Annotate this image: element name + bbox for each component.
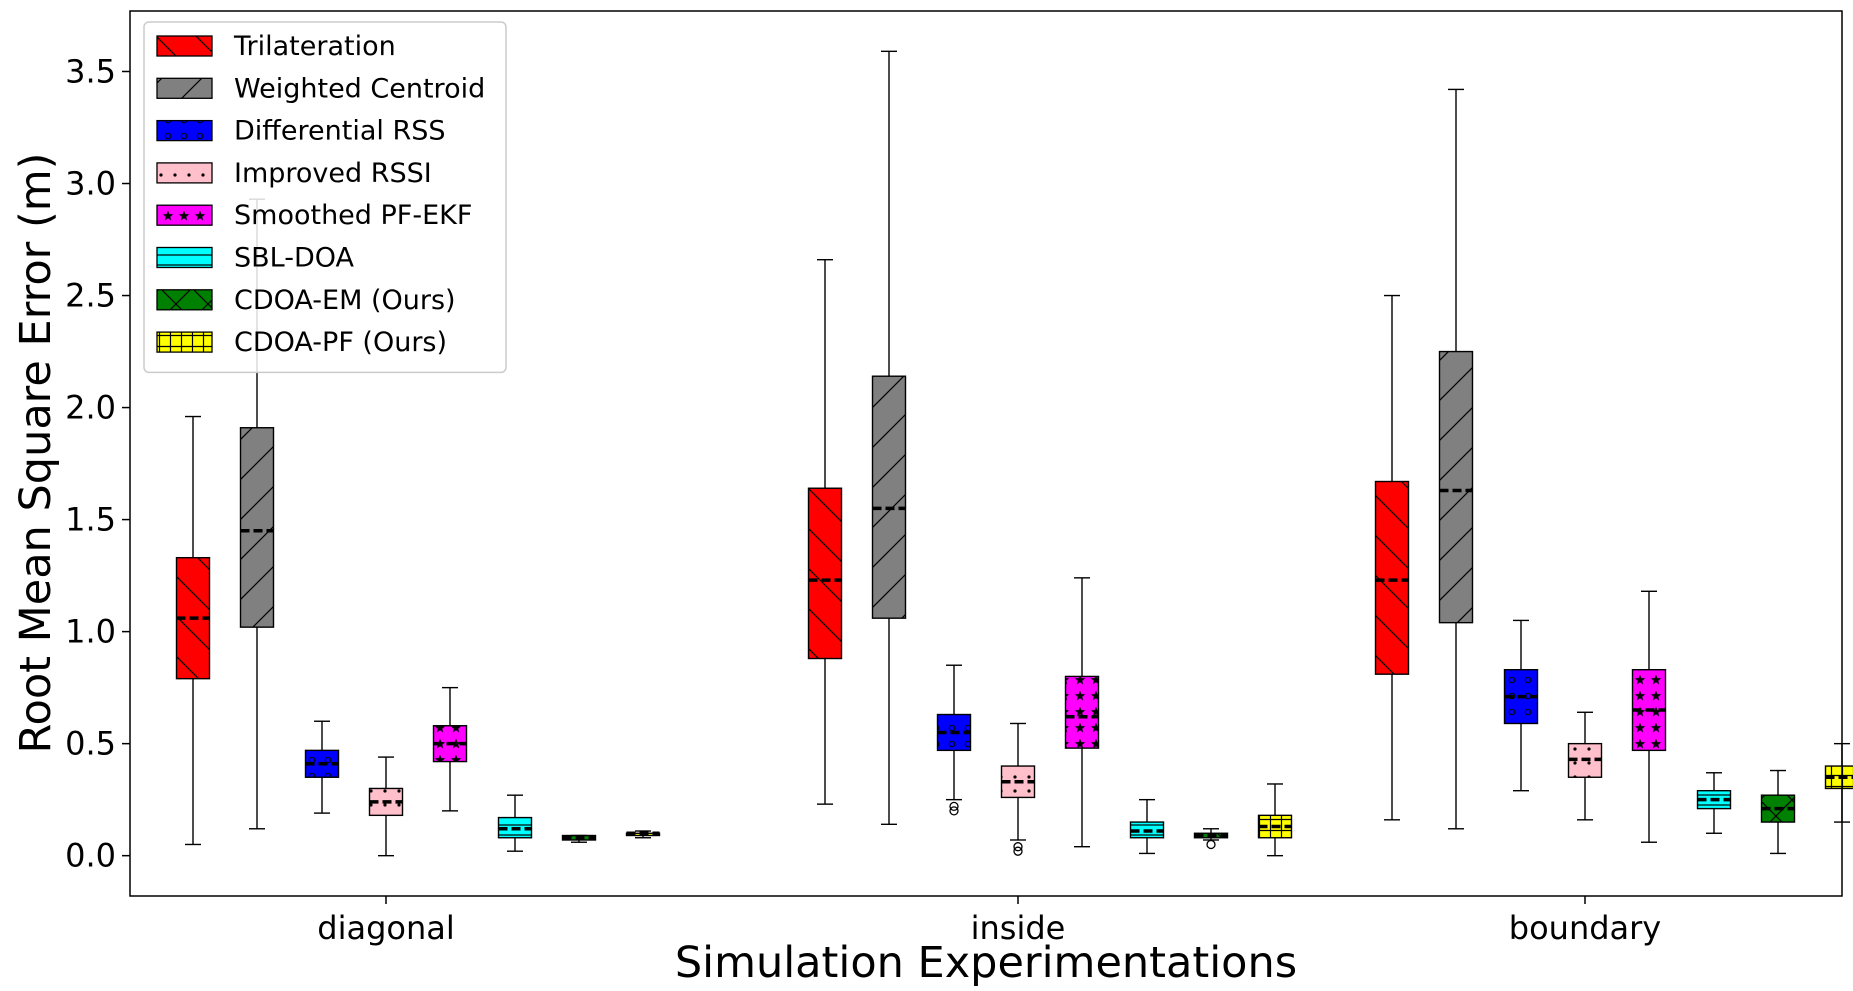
legend-frame: [143, 21, 507, 374]
plot-frame: [129, 10, 1843, 897]
box-sbl-doa-boundary: [1696, 772, 1732, 834]
legend-swatch-smoothed-pf-ekf: [156, 204, 213, 226]
box-improved-rssi-diagonal: [368, 756, 404, 857]
box-iqr: [1064, 675, 1100, 749]
box-iqr: [871, 375, 907, 619]
y-tick-label: 2.0: [65, 389, 116, 427]
y-tick-label: 0.5: [65, 725, 116, 763]
box-iqr: [807, 487, 843, 660]
legend: Trilateration Weighted Centroid Differenti…: [143, 21, 507, 374]
legend-label-weighted-centroid: Weighted Centroid: [234, 73, 485, 104]
x-axis-ticks: diagonal inside boundary: [317, 896, 1661, 947]
box-improved-rssi-boundary: [1567, 711, 1603, 821]
box-cdoa-em-ours-inside: [1193, 828, 1229, 850]
y-tick-label: 2.5: [65, 277, 116, 315]
box-weighted-centroid-inside: [871, 50, 907, 826]
box-cdoa-em-ours-boundary: [1760, 769, 1796, 855]
x-tick-label-diagonal: diagonal: [317, 909, 454, 947]
box-sbl-doa-inside: [1129, 798, 1165, 855]
box-series: [175, 50, 1853, 857]
legend-swatch-trilateration: [156, 35, 213, 57]
box-differential-rss-diagonal: [304, 720, 340, 814]
y-tick-label: 1.0: [65, 613, 116, 651]
legend-label-sbl-doa: SBL-DOA: [234, 243, 355, 274]
legend-swatch-improved-rssi: [156, 162, 213, 184]
x-axis-label: Simulation Experimentations: [675, 938, 1297, 988]
box-sbl-doa-diagonal: [497, 794, 533, 852]
y-axis-ticks: 0.0 0.5 1.0 1.5 2.0 2.5 3.0 3.5: [65, 52, 130, 875]
outlier-point: [1013, 846, 1023, 856]
outlier-point: [1206, 839, 1216, 850]
outlier-point: [1013, 842, 1023, 852]
legend-label-cdoa-em-ours: CDOA-EM (Ours): [234, 285, 456, 316]
box-iqr: [1438, 350, 1474, 624]
legend-label-differential-rss: Differential RSS: [234, 116, 446, 147]
x-tick-label-boundary: boundary: [1509, 909, 1661, 947]
x-tick-label-inside: inside: [971, 909, 1066, 947]
box-weighted-centroid-boundary: [1438, 88, 1474, 830]
outlier-point: [949, 806, 959, 816]
legend-swatch-sbl-doa: [156, 246, 213, 269]
y-tick-label: 3.0: [65, 165, 116, 203]
legend-label-improved-rssi: Improved RSSI: [234, 158, 432, 189]
box-weighted-centroid-diagonal: [239, 198, 275, 830]
legend-swatch-cdoa-pf-ours: [156, 331, 213, 353]
box-trilateration-inside: [807, 258, 843, 805]
box-iqr: [239, 427, 275, 628]
box-differential-rss-inside: [936, 664, 972, 816]
box-trilateration-boundary: [1374, 294, 1410, 821]
box-cdoa-em-ours-diagonal: [561, 834, 597, 843]
legend-label-cdoa-pf-ours: CDOA-PF (Ours): [234, 327, 447, 358]
legend-swatch-differential-rss: [156, 119, 213, 142]
box-cdoa-pf-ours-inside: [1257, 783, 1293, 857]
box-cdoa-pf-ours-diagonal: [625, 830, 661, 839]
box-iqr: [1374, 480, 1410, 675]
y-tick-label: 0.0: [65, 837, 116, 875]
box-smoothed-pf-ekf-inside: [1064, 577, 1100, 848]
legend-swatch-weighted-centroid: [156, 77, 213, 99]
box-smoothed-pf-ekf-boundary: [1631, 590, 1667, 843]
outlier-point: [949, 801, 959, 812]
y-tick-label: 3.5: [65, 52, 116, 90]
y-tick-label: 1.5: [65, 501, 116, 539]
legend-swatch-cdoa-em-ours: [156, 289, 213, 311]
box-trilateration-diagonal: [175, 415, 211, 846]
box-improved-rssi-inside: [1000, 722, 1036, 856]
legend-label-trilateration: Trilateration: [233, 31, 396, 62]
box-differential-rss-boundary: [1503, 619, 1539, 792]
box-smoothed-pf-ekf-diagonal: [432, 686, 468, 812]
y-axis-label: Root Mean Square Error (m): [11, 153, 61, 754]
legend-label-smoothed-pf-ekf: Smoothed PF-EKF: [234, 200, 472, 231]
